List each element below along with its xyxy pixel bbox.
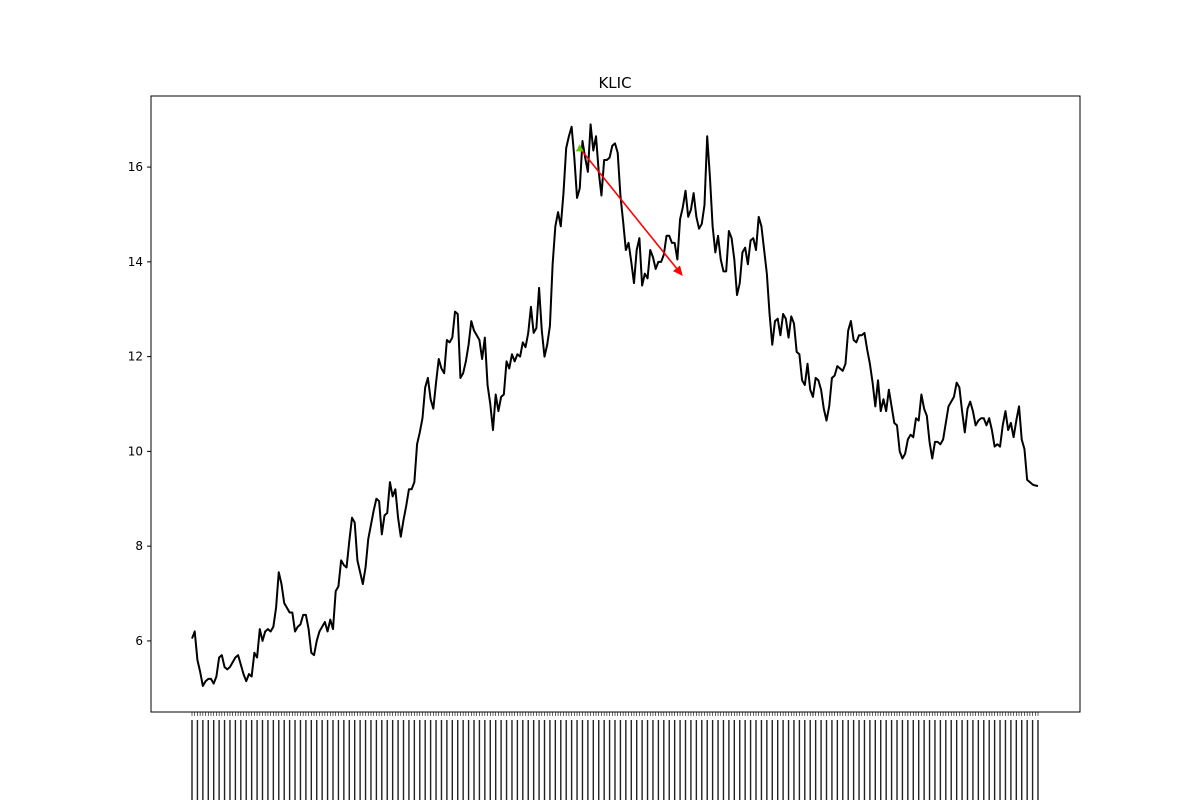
x-axis <box>191 712 1039 800</box>
y-tick-label: 12 <box>128 350 143 364</box>
y-tick-label: 6 <box>135 634 143 648</box>
trend-start-marker <box>575 144 584 152</box>
y-tick-label: 10 <box>128 444 143 458</box>
chart-title: KLIC <box>598 74 631 92</box>
y-tick-label: 8 <box>135 539 143 553</box>
y-axis: 6 8 10 12 14 16 <box>128 160 151 648</box>
annotation-group <box>575 144 683 277</box>
trend-arrow-shaft <box>579 147 678 269</box>
series-group <box>191 123 1039 687</box>
trend-arrow-head <box>673 265 683 277</box>
price-line <box>191 123 1039 687</box>
y-tick-label: 16 <box>128 160 143 174</box>
y-tick-label: 14 <box>128 255 143 269</box>
plot-area <box>150 95 1081 713</box>
plot-frame <box>150 95 1081 713</box>
